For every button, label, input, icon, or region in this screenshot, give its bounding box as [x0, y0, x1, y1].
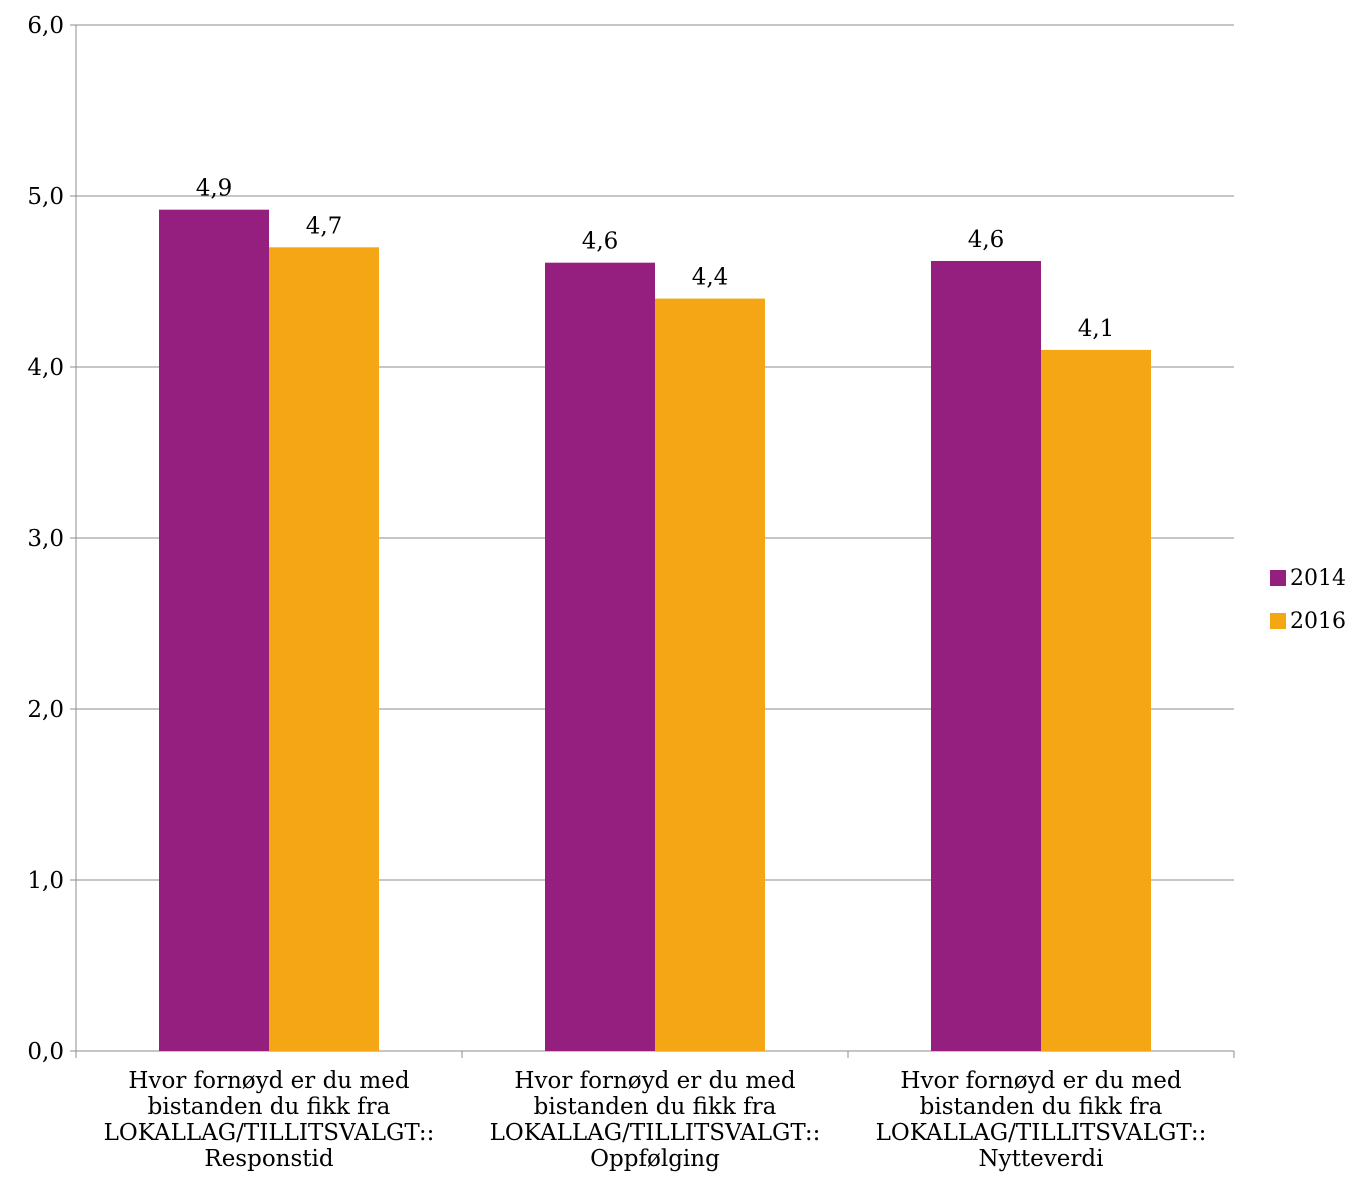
data-label-2014: 4,9 — [196, 176, 233, 202]
data-label-2014: 4,6 — [968, 227, 1005, 253]
bar-2016 — [655, 298, 765, 1052]
x-category-label-line: Hvor fornøyd er du med — [514, 1068, 796, 1094]
x-category-label-line: LOKALLAG/TILLITSVALGT:: — [103, 1120, 435, 1146]
data-label-2016: 4,1 — [1078, 316, 1115, 342]
legend-label-2016: 2016 — [1290, 608, 1346, 634]
bar-2016 — [269, 247, 379, 1052]
y-tick-label: 0,0 — [27, 1039, 64, 1065]
data-label-2014: 4,6 — [582, 229, 619, 255]
legend-label-2014: 2014 — [1290, 565, 1346, 591]
x-category-label-line: LOKALLAG/TILLITSVALGT:: — [875, 1120, 1207, 1146]
bar-2014 — [931, 260, 1041, 1052]
legend-item-2014: 2014 — [1270, 565, 1346, 591]
y-tick-label: 6,0 — [27, 13, 64, 39]
x-category-label: Hvor fornøyd er du med bistanden du fikk … — [465, 1068, 845, 1172]
x-category-label-line: Hvor fornøyd er du med — [900, 1068, 1182, 1094]
x-category-label-line: Hvor fornøyd er du med — [128, 1068, 410, 1094]
y-tick-label: 1,0 — [27, 868, 64, 894]
y-tick-label: 2,0 — [27, 697, 64, 723]
x-category-label: Hvor fornøyd er du med bistanden du fikk … — [851, 1068, 1231, 1172]
bar-2014 — [159, 209, 269, 1051]
bar-2014 — [545, 262, 655, 1051]
y-tick-label: 5,0 — [27, 184, 64, 210]
legend: 2014 2016 — [1270, 565, 1346, 651]
x-category-label-line: LOKALLAG/TILLITSVALGT:: — [489, 1120, 821, 1146]
x-category-label-line: bistanden du fikk fra — [919, 1094, 1163, 1120]
x-category-label-line: bistanden du fikk fra — [533, 1094, 777, 1120]
x-category-label-line: Oppfølging — [590, 1146, 720, 1172]
x-category-label: Hvor fornøyd er du med bistanden du fikk … — [79, 1068, 459, 1172]
legend-swatch-2016 — [1270, 613, 1286, 629]
data-label-2016: 4,7 — [306, 213, 343, 239]
y-tick-label: 3,0 — [27, 526, 64, 552]
legend-item-2016: 2016 — [1270, 608, 1346, 634]
bar-2016 — [1041, 349, 1151, 1051]
legend-swatch-2014 — [1270, 570, 1286, 586]
x-category-label-line: Responstid — [204, 1146, 334, 1172]
x-category-label-line: bistanden du fikk fra — [147, 1094, 391, 1120]
x-category-label-line: Nytteverdi — [978, 1146, 1104, 1172]
data-label-2016: 4,4 — [692, 265, 729, 291]
y-tick-label: 4,0 — [27, 355, 64, 381]
